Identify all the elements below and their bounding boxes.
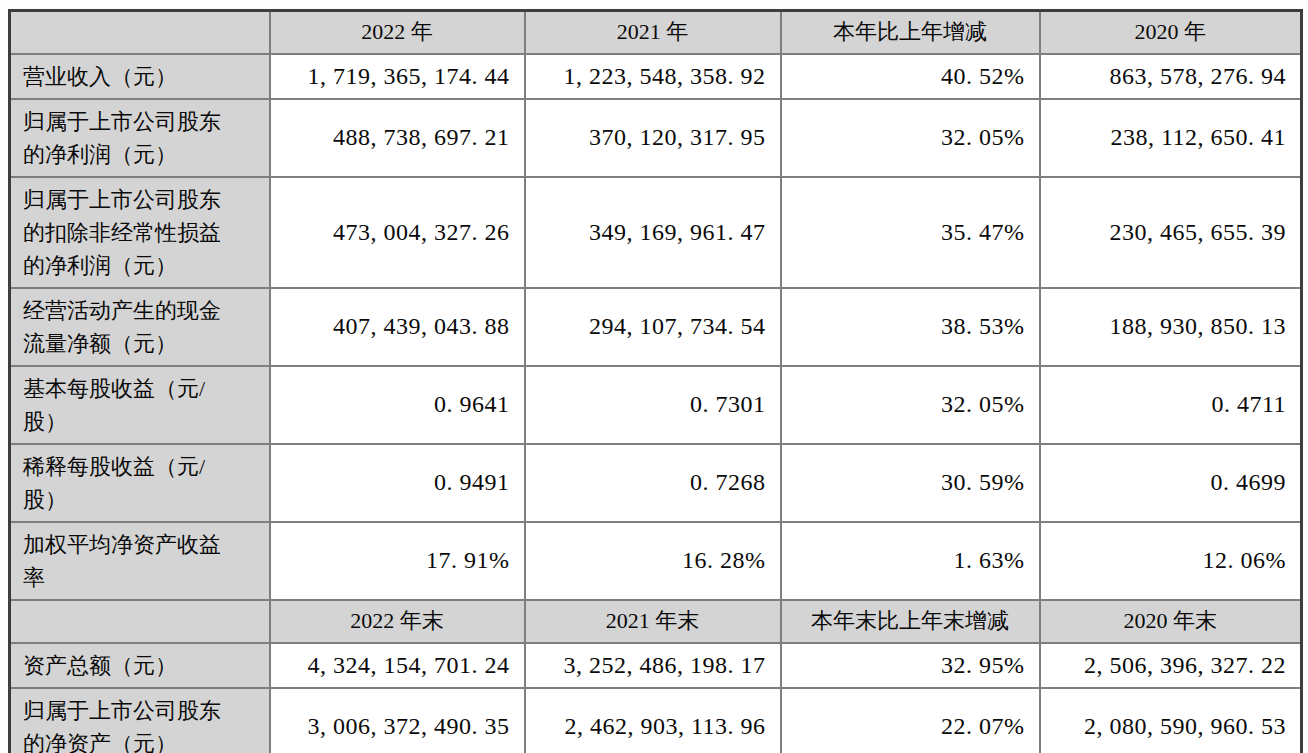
value-cell: 407, 439, 043. 88 <box>270 288 525 366</box>
value-cell: 22. 07% <box>781 688 1040 753</box>
value-cell: 2, 462, 903, 113. 96 <box>525 688 781 753</box>
table-body: 2022 年2021 年本年比上年增减2020 年营业收入（元）1, 719, … <box>10 11 1302 753</box>
column-header: 2022 年末 <box>270 600 525 643</box>
corner-cell <box>10 11 270 54</box>
table-row: 经营活动产生的现金 流量净额（元）407, 439, 043. 88294, 1… <box>10 288 1302 366</box>
value-cell: 0. 4711 <box>1040 366 1302 444</box>
column-header: 2021 年 <box>525 11 781 54</box>
table-row: 归属于上市公司股东 的扣除非经常性损益 的净利润（元）473, 004, 327… <box>10 177 1302 288</box>
financial-summary-table: 2022 年2021 年本年比上年增减2020 年营业收入（元）1, 719, … <box>8 9 1303 753</box>
value-cell: 3, 252, 486, 198. 17 <box>525 643 781 688</box>
row-label: 归属于上市公司股东 的净利润（元） <box>10 99 270 177</box>
value-cell: 16. 28% <box>525 522 781 600</box>
value-cell: 473, 004, 327. 26 <box>270 177 525 288</box>
value-cell: 40. 52% <box>781 54 1040 99</box>
page: 2022 年2021 年本年比上年增减2020 年营业收入（元）1, 719, … <box>0 0 1308 753</box>
value-cell: 230, 465, 655. 39 <box>1040 177 1302 288</box>
value-cell: 0. 9641 <box>270 366 525 444</box>
column-header: 本年比上年增减 <box>781 11 1040 54</box>
column-header: 2020 年末 <box>1040 600 1302 643</box>
value-cell: 294, 107, 734. 54 <box>525 288 781 366</box>
row-label: 经营活动产生的现金 流量净额（元） <box>10 288 270 366</box>
value-cell: 863, 578, 276. 94 <box>1040 54 1302 99</box>
table-row: 基本每股收益（元/ 股）0. 96410. 730132. 05%0. 4711 <box>10 366 1302 444</box>
header-row: 2022 年末2021 年末本年末比上年末增减2020 年末 <box>10 600 1302 643</box>
row-label: 稀释每股收益（元/ 股） <box>10 444 270 522</box>
value-cell: 370, 120, 317. 95 <box>525 99 781 177</box>
value-cell: 32. 05% <box>781 99 1040 177</box>
row-label: 归属于上市公司股东 的净资产（元） <box>10 688 270 753</box>
value-cell: 30. 59% <box>781 444 1040 522</box>
table-row: 加权平均净资产收益 率17. 91%16. 28%1. 63%12. 06% <box>10 522 1302 600</box>
value-cell: 0. 4699 <box>1040 444 1302 522</box>
table-row: 归属于上市公司股东 的净利润（元）488, 738, 697. 21370, 1… <box>10 99 1302 177</box>
value-cell: 238, 112, 650. 41 <box>1040 99 1302 177</box>
value-cell: 1. 63% <box>781 522 1040 600</box>
value-cell: 4, 324, 154, 701. 24 <box>270 643 525 688</box>
column-header: 2021 年末 <box>525 600 781 643</box>
row-label: 营业收入（元） <box>10 54 270 99</box>
column-header: 本年末比上年末增减 <box>781 600 1040 643</box>
table-row: 归属于上市公司股东 的净资产（元）3, 006, 372, 490. 352, … <box>10 688 1302 753</box>
value-cell: 17. 91% <box>270 522 525 600</box>
row-label: 加权平均净资产收益 率 <box>10 522 270 600</box>
column-header: 2022 年 <box>270 11 525 54</box>
table-row: 营业收入（元）1, 719, 365, 174. 441, 223, 548, … <box>10 54 1302 99</box>
value-cell: 0. 7268 <box>525 444 781 522</box>
value-cell: 188, 930, 850. 13 <box>1040 288 1302 366</box>
row-label: 归属于上市公司股东 的扣除非经常性损益 的净利润（元） <box>10 177 270 288</box>
value-cell: 1, 719, 365, 174. 44 <box>270 54 525 99</box>
value-cell: 0. 7301 <box>525 366 781 444</box>
value-cell: 349, 169, 961. 47 <box>525 177 781 288</box>
row-label: 资产总额（元） <box>10 643 270 688</box>
table-row: 稀释每股收益（元/ 股）0. 94910. 726830. 59%0. 4699 <box>10 444 1302 522</box>
row-label: 基本每股收益（元/ 股） <box>10 366 270 444</box>
header-row: 2022 年2021 年本年比上年增减2020 年 <box>10 11 1302 54</box>
value-cell: 488, 738, 697. 21 <box>270 99 525 177</box>
value-cell: 38. 53% <box>781 288 1040 366</box>
value-cell: 35. 47% <box>781 177 1040 288</box>
value-cell: 32. 95% <box>781 643 1040 688</box>
value-cell: 32. 05% <box>781 366 1040 444</box>
table-row: 资产总额（元）4, 324, 154, 701. 243, 252, 486, … <box>10 643 1302 688</box>
value-cell: 3, 006, 372, 490. 35 <box>270 688 525 753</box>
value-cell: 0. 9491 <box>270 444 525 522</box>
column-header: 2020 年 <box>1040 11 1302 54</box>
corner-cell <box>10 600 270 643</box>
value-cell: 2, 080, 590, 960. 53 <box>1040 688 1302 753</box>
value-cell: 12. 06% <box>1040 522 1302 600</box>
value-cell: 2, 506, 396, 327. 22 <box>1040 643 1302 688</box>
value-cell: 1, 223, 548, 358. 92 <box>525 54 781 99</box>
